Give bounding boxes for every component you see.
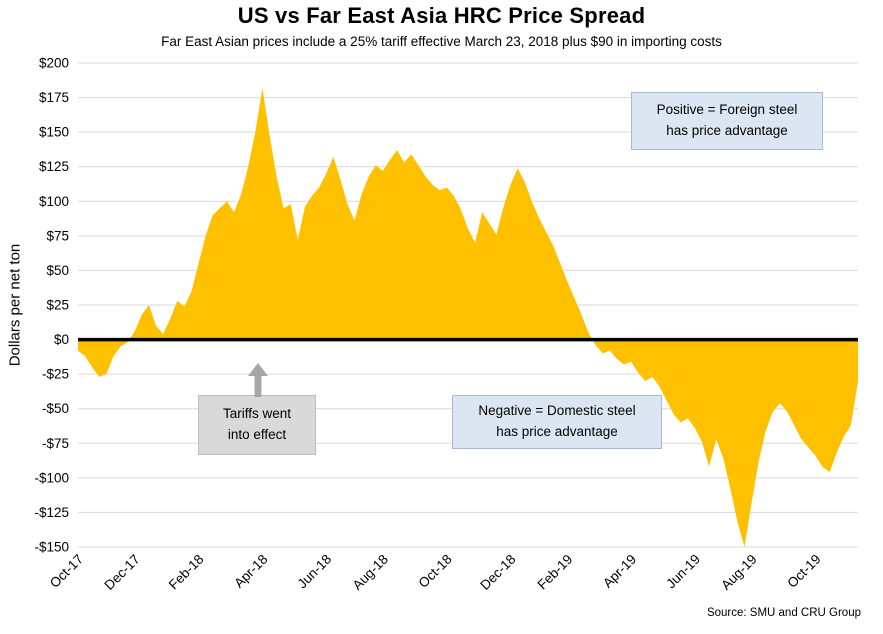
y-tick-label: -$50 [42, 401, 69, 416]
x-tick-label: Aug-18 [350, 552, 391, 593]
y-tick-label: $150 [39, 125, 69, 140]
annotation-negative: Negative = Domestic steel has price adva… [452, 395, 662, 449]
x-tick-label: Aug-19 [718, 552, 759, 593]
x-tick-label: Dec-18 [477, 552, 518, 593]
source-note: Source: SMU and CRU Group [706, 607, 861, 619]
x-tick-label: Oct-18 [416, 552, 455, 591]
y-tick-label: $125 [39, 159, 69, 174]
y-tick-label: $175 [39, 90, 69, 105]
x-tick-label: Apr-18 [231, 552, 270, 591]
y-tick-label: -$150 [34, 540, 69, 555]
annotation-line: has price advantage [666, 123, 788, 138]
x-tick-label: Jun-19 [663, 552, 703, 592]
up-arrow-icon [248, 363, 268, 397]
x-tick-label: Oct-19 [784, 552, 823, 591]
y-tick-label: $75 [46, 228, 69, 243]
annotation-line: into effect [227, 427, 287, 442]
y-tick-label: $50 [46, 263, 69, 278]
chart-title: US vs Far East Asia HRC Price Spread [237, 3, 646, 28]
y-tick-label: -$25 [42, 367, 69, 382]
y-tick-label: $25 [46, 298, 69, 313]
x-tick-label: Feb-19 [535, 552, 576, 593]
x-tick-label: Feb-18 [166, 552, 207, 593]
x-tick-label: Dec-17 [101, 552, 142, 593]
y-tick-label: -$100 [34, 470, 69, 485]
annotation-line: has price advantage [496, 424, 618, 439]
x-tick-label: Oct-17 [47, 552, 86, 591]
annotation-tariffs: Tariffs went into effect [198, 395, 316, 455]
annotation-line: Tariffs went [222, 406, 292, 422]
annotation-positive: Positive = Foreign steel has price advan… [631, 92, 823, 150]
y-tick-label: $0 [54, 332, 69, 347]
price-spread-area [78, 87, 858, 548]
y-tick-label: -$125 [34, 505, 69, 520]
x-tick-label: Apr-19 [600, 552, 639, 591]
y-tick-label: $100 [39, 194, 69, 209]
chart-subtitle: Far East Asian prices include a 25% tari… [161, 34, 722, 49]
annotation-line: Negative = Domestic steel [478, 403, 636, 419]
x-tick-label: Jun-18 [295, 552, 335, 592]
y-axis-title: Dollars per net ton [6, 243, 24, 367]
y-tick-label: $200 [39, 56, 69, 71]
annotation-line: Positive = Foreign steel [656, 102, 798, 118]
y-tick-label: -$75 [42, 436, 69, 451]
